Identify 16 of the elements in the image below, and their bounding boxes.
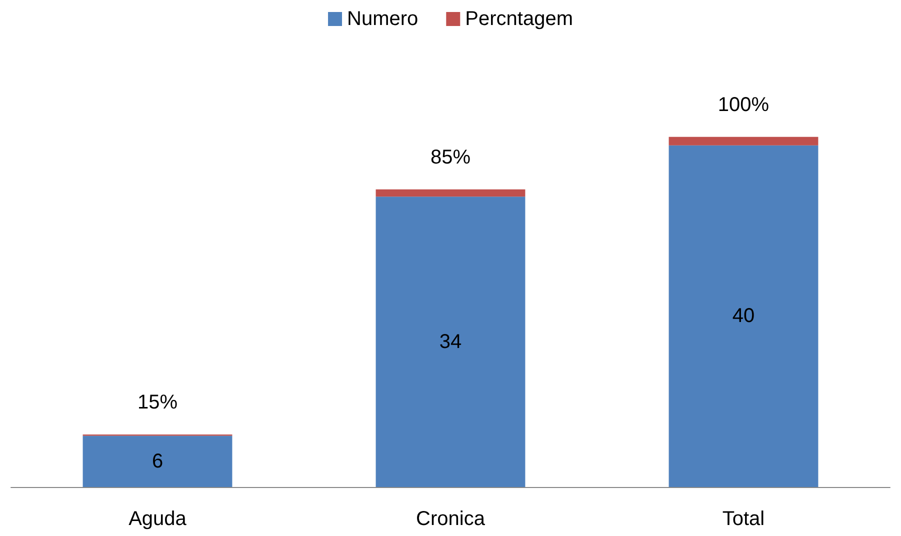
x-tick-label: Cronica <box>416 508 486 530</box>
legend-label: Numero <box>347 8 418 30</box>
x-tick-label: Aguda <box>128 508 188 530</box>
data-label: 85% <box>430 146 471 168</box>
data-label: 15% <box>137 391 178 414</box>
bar <box>82 436 232 487</box>
bar <box>376 196 526 487</box>
bar <box>376 189 526 197</box>
legend-label: Percntagem <box>465 8 573 30</box>
bar <box>668 145 818 487</box>
data-label: 34 <box>439 330 462 353</box>
data-label: 6 <box>152 450 164 472</box>
x-tick-label: Total <box>722 508 765 530</box>
bar <box>668 136 818 146</box>
data-label: 40 <box>732 305 755 328</box>
data-label: 100% <box>718 94 770 116</box>
